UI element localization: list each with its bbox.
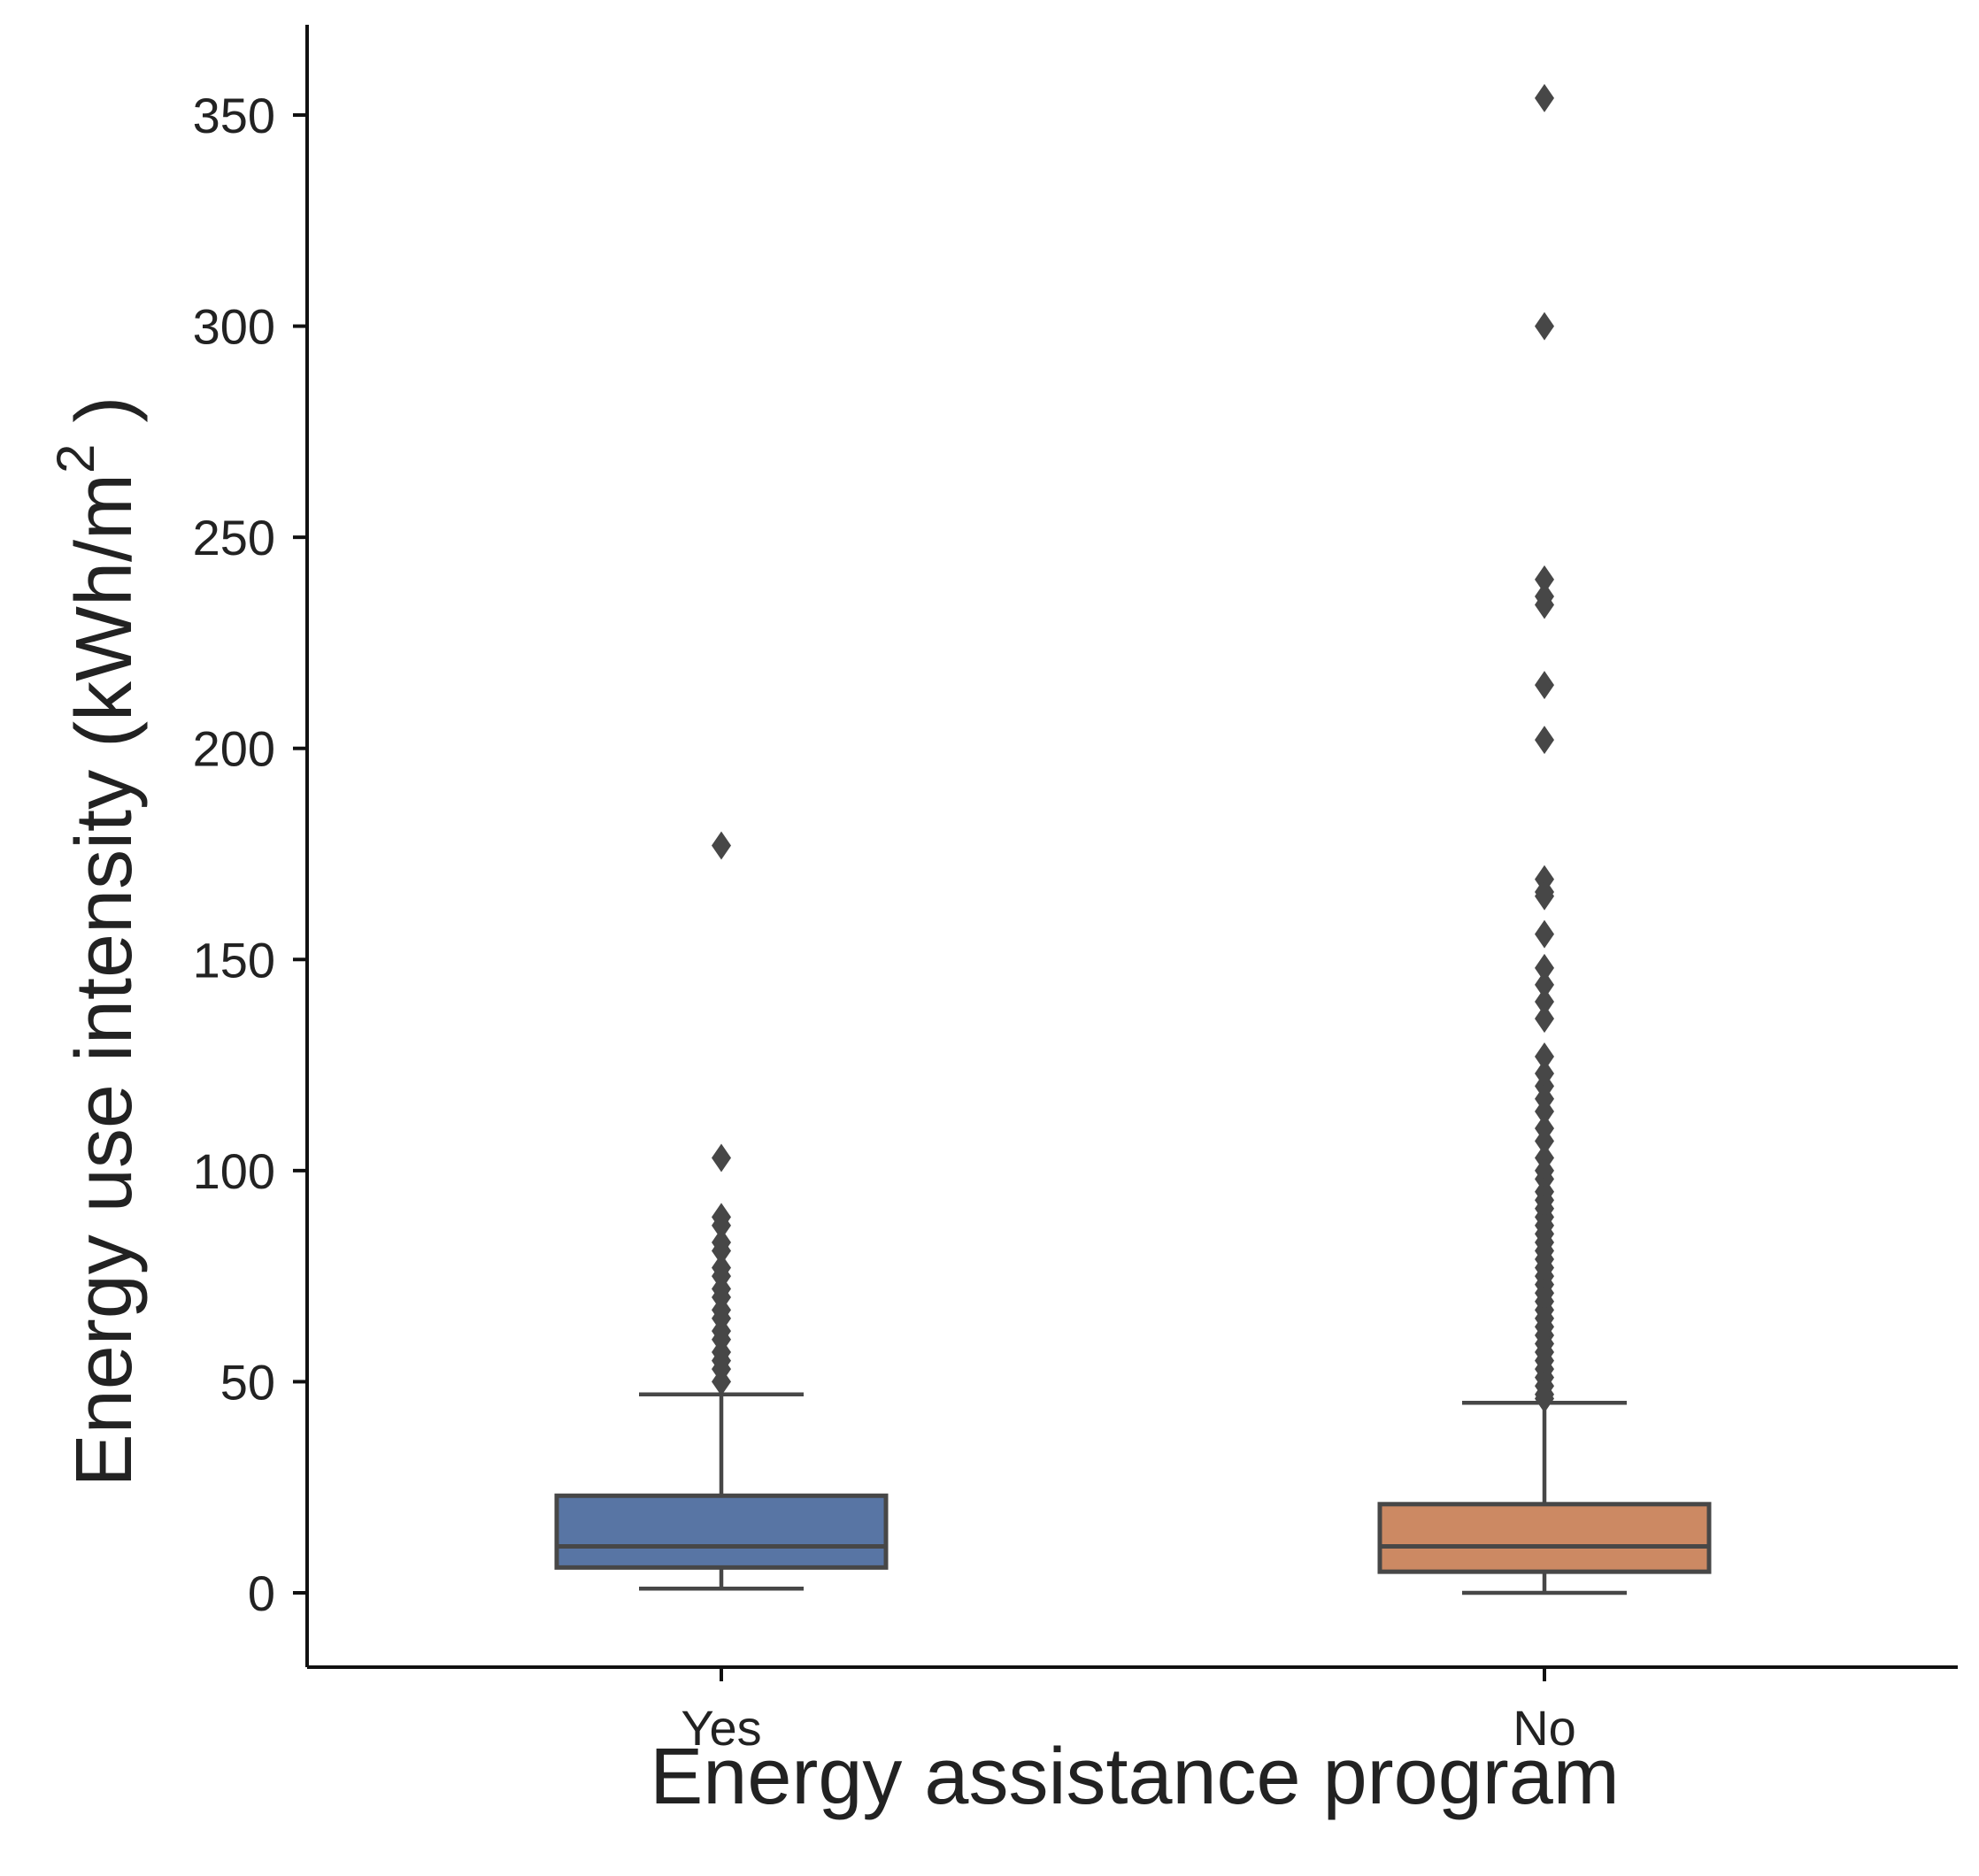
y-axis-title: Energy use intensity (kWh/m2) xyxy=(46,396,149,1488)
outlier-point xyxy=(1535,1126,1554,1156)
outlier-point xyxy=(1535,1097,1554,1126)
outlier-point xyxy=(1535,590,1554,619)
y-tick-label: 100 xyxy=(193,1143,275,1199)
y-tick-label: 150 xyxy=(193,932,275,988)
y-axis-title-close: ) xyxy=(60,396,149,423)
axes: 0 50 100 150 200 250 300 350 Yes No xyxy=(193,25,1958,1756)
outlier-point xyxy=(1535,988,1554,1016)
outlier-point xyxy=(1535,1384,1554,1413)
y-axis-title-main: Energy use intensity (kWh/m xyxy=(60,473,149,1487)
box-group-yes xyxy=(554,831,889,1591)
outlier-point xyxy=(1535,1004,1554,1034)
box-group-no xyxy=(1377,83,1712,1595)
outlier-point xyxy=(1535,83,1554,112)
outlier-point xyxy=(712,1143,731,1172)
outlier-point xyxy=(712,1211,731,1240)
outlier-point xyxy=(1535,565,1554,594)
iqr-box xyxy=(554,1493,889,1570)
y-axis-title-superscript: 2 xyxy=(46,444,105,473)
outlier-point xyxy=(1535,671,1554,700)
outlier-point xyxy=(712,1367,731,1396)
outlier-point xyxy=(712,831,731,860)
y-tick-label: 50 xyxy=(220,1354,275,1410)
y-tick-label: 0 xyxy=(248,1565,275,1621)
iqr-box xyxy=(1377,1502,1712,1574)
y-tick-label: 250 xyxy=(193,510,275,565)
y-tick-label: 200 xyxy=(193,721,275,777)
outlier-point xyxy=(1535,726,1554,755)
outlier-point xyxy=(1535,881,1554,911)
plot-area xyxy=(554,83,1712,1595)
y-tick-label: 300 xyxy=(193,299,275,355)
outlier-point xyxy=(1535,311,1554,341)
x-tick-label: Yes xyxy=(681,1700,761,1756)
outlier-point xyxy=(712,1236,731,1265)
outlier-point xyxy=(1535,919,1554,949)
outlier-point xyxy=(1535,953,1554,982)
y-tick-label: 350 xyxy=(193,88,275,143)
outlier-point xyxy=(1535,970,1554,999)
x-axis-title: Energy assistance program xyxy=(650,1733,1620,1821)
x-tick-label: No xyxy=(1513,1700,1576,1756)
outlier-point xyxy=(1535,1042,1554,1072)
